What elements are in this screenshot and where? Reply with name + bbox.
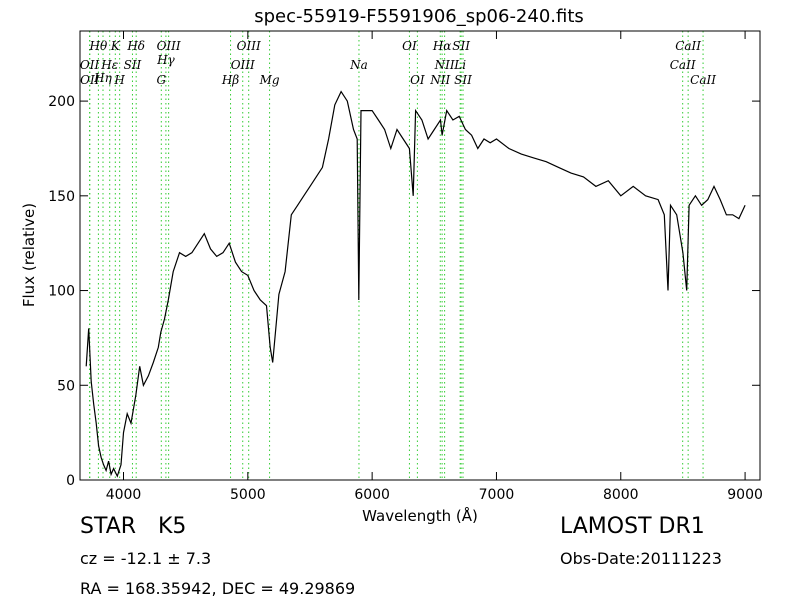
line-marker-label: OIII — [231, 58, 255, 72]
x-axis-ticks: 4000 5000 6000 7000 8000 9000 — [106, 31, 763, 503]
line-marker-label: OII — [80, 73, 100, 87]
line-marker-label: Mg — [259, 73, 280, 87]
line-marker-label: H — [113, 73, 125, 87]
line-marker-label: G — [157, 73, 167, 87]
line-marker-label: Li — [453, 58, 466, 72]
x-tick-label: 7000 — [479, 487, 515, 503]
survey-label: LAMOST DR1 — [560, 514, 705, 539]
redshift-text: cz = -12.1 ± 7.3 — [80, 549, 212, 568]
line-marker-label: OIII — [157, 39, 181, 53]
line-marker-label: OI — [410, 73, 425, 87]
y-tick-label: 0 — [66, 473, 75, 489]
line-marker-label: SII — [124, 58, 142, 72]
obs-date-text: Obs-Date:20111223 — [560, 549, 722, 568]
y-tick-label: 100 — [48, 284, 75, 300]
x-tick-label: 9000 — [727, 487, 763, 503]
class-label: STAR — [80, 514, 137, 539]
line-marker-label: Hα — [432, 39, 452, 53]
plot-frame — [79, 30, 761, 481]
line-marker-label: OI — [402, 39, 417, 53]
line-marker-label: NII — [429, 73, 450, 87]
x-tick-label: 5000 — [230, 487, 266, 503]
y-tick-label: 200 — [48, 94, 75, 110]
line-marker-label: K — [110, 39, 121, 53]
line-marker-label: SII — [454, 73, 472, 87]
line-marker-label: Hθ — [89, 39, 108, 53]
line-marker-label: NII — [434, 58, 455, 72]
y-axis-ticks: 0 50 100 150 200 — [48, 94, 760, 489]
line-marker-label: SII — [452, 39, 470, 53]
x-tick-label: 6000 — [354, 487, 390, 503]
line-marker-labels: OIIOIIHθHηHεKSIIHHδGHγOIIIHβOIIIOIIIMgNa… — [80, 39, 716, 87]
y-tick-label: 50 — [57, 378, 75, 394]
line-marker-label: OIII — [237, 39, 261, 53]
x-axis-label: Wavelength (Å) — [362, 506, 478, 525]
line-marker-label: Hβ — [221, 73, 239, 87]
line-marker-label: CaII — [675, 39, 701, 53]
line-marker-label: CaII — [670, 58, 696, 72]
y-axis-label: Flux (relative) — [20, 203, 38, 307]
y-tick-label: 150 — [48, 189, 75, 205]
chart-title: spec-55919-F5591906_sp06-240.fits — [254, 6, 584, 27]
line-marker-label: Hδ — [126, 39, 145, 53]
x-tick-label: 8000 — [603, 487, 639, 503]
line-marker-label: OII — [80, 58, 100, 72]
line-marker-label: Hη — [93, 71, 112, 85]
spectrum-line — [85, 90, 746, 478]
x-tick-label: 4000 — [106, 487, 142, 503]
subclass-label: K5 — [158, 514, 187, 539]
line-marker-label: CaII — [690, 73, 716, 87]
line-marker-label: Hγ — [156, 53, 175, 67]
line-marker-label: Hε — [100, 58, 118, 72]
line-markers — [89, 31, 704, 480]
line-marker-label: Na — [349, 58, 368, 72]
coordinates-text: RA = 168.35942, DEC = 49.29869 — [80, 579, 356, 598]
